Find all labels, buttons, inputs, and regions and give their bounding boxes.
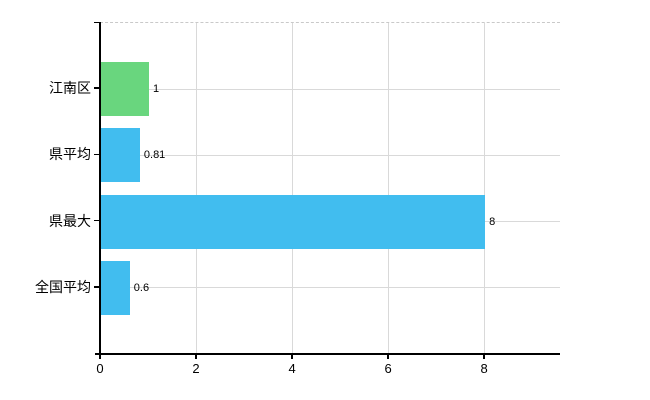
bar-2[interactable]	[101, 128, 140, 183]
bar-value-label: 0.81	[143, 149, 166, 162]
bar-value-label: 1	[153, 83, 160, 96]
x-axis-tick	[291, 353, 293, 359]
bar-4[interactable]	[101, 260, 130, 315]
vertical-gridline	[484, 23, 486, 354]
x-axis-tick	[195, 353, 197, 359]
y-axis-tick	[94, 286, 100, 288]
x-axis-line	[95, 353, 560, 355]
horizontal-gridline	[100, 154, 560, 156]
category-label: 全国平均	[35, 278, 91, 295]
y-axis-top-tick	[94, 21, 100, 23]
x-axis-tick	[483, 353, 485, 359]
bar-value-label: 8	[489, 215, 496, 228]
x-axis-tick-label: 2	[192, 361, 200, 376]
x-axis-tick-label: 4	[288, 361, 296, 376]
vertical-gridline	[196, 23, 198, 354]
category-label: 県最大	[49, 212, 91, 229]
y-axis-tick	[94, 153, 100, 156]
x-axis-tick-label: 8	[480, 361, 488, 376]
y-axis-tick	[94, 87, 100, 89]
vertical-gridline	[388, 23, 390, 354]
x-axis-tick	[387, 353, 389, 359]
category-label: 江南区	[49, 80, 91, 97]
plot-area: 1 0.81 8 0.6	[100, 22, 560, 354]
bar-1[interactable]	[101, 62, 150, 117]
x-axis-tick-label: 0	[96, 361, 104, 376]
horizontal-gridline	[100, 88, 560, 90]
horizontal-gridline	[100, 287, 560, 289]
y-axis-tick	[94, 219, 100, 222]
bar-value-label: 0.6	[133, 281, 150, 294]
vertical-gridline	[292, 23, 294, 354]
category-label: 県平均	[49, 146, 91, 163]
y-axis-line	[99, 22, 101, 359]
bar-3[interactable]	[101, 194, 486, 249]
x-axis-tick-label: 6	[384, 361, 392, 376]
